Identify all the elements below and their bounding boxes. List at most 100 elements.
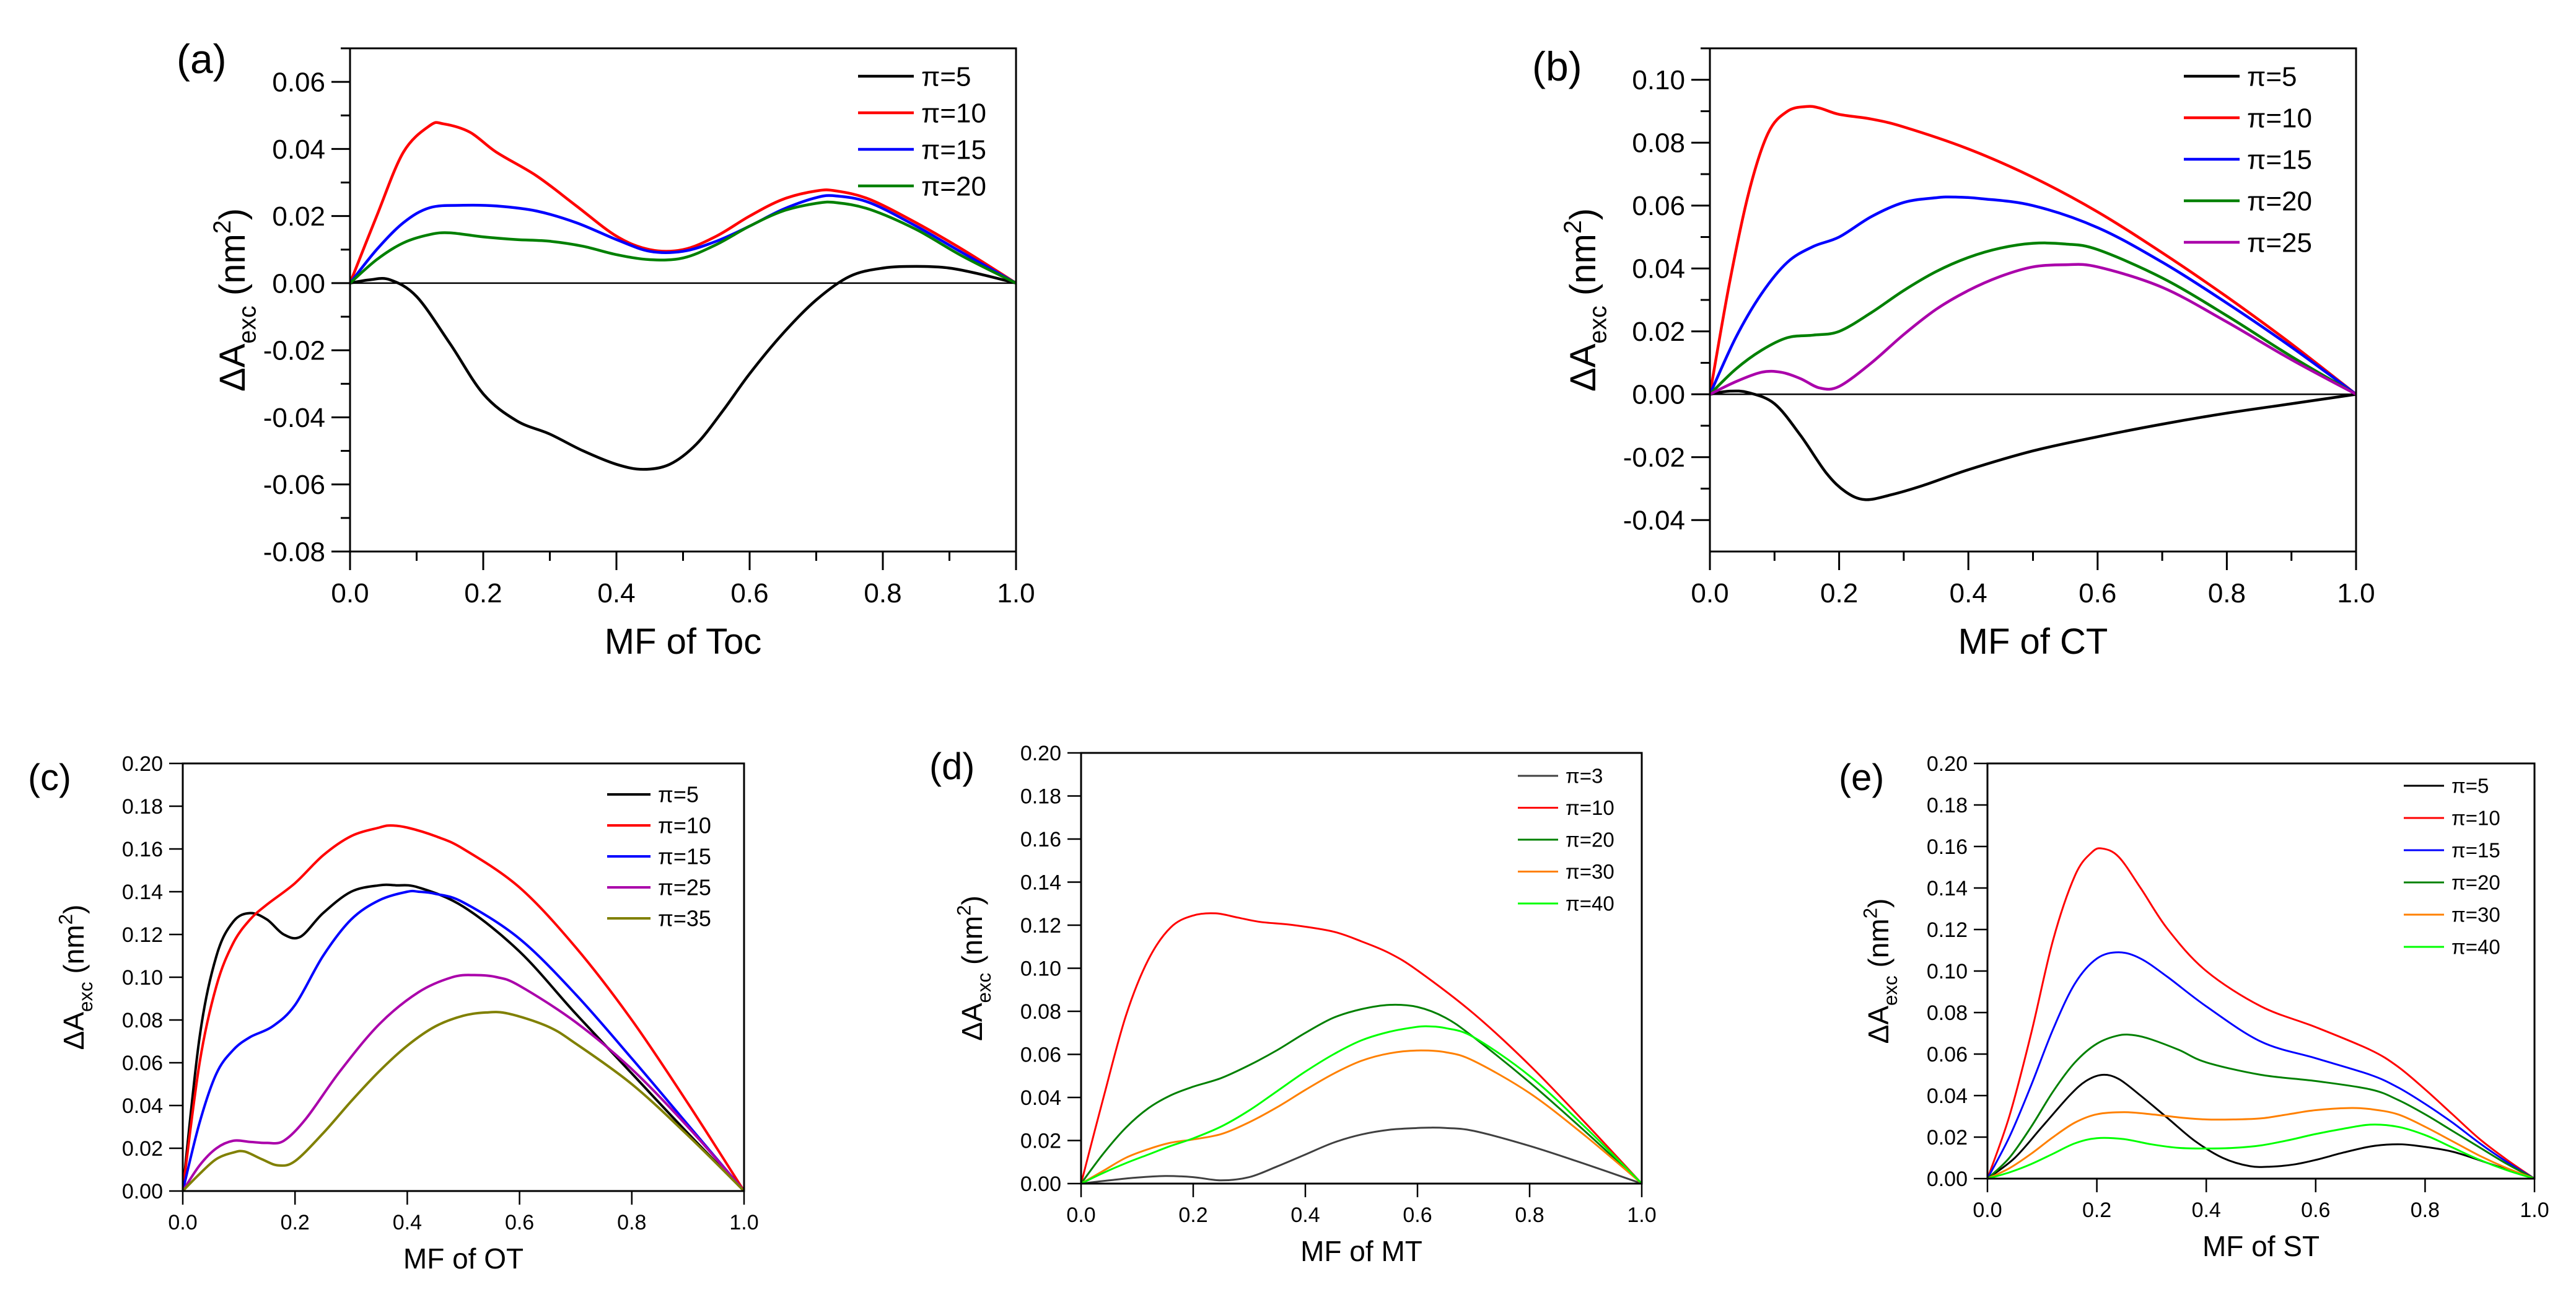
y-tick-label: 0.18 bbox=[1020, 785, 1061, 808]
panel-label: (b) bbox=[1532, 43, 1582, 89]
legend-label: π=20 bbox=[2247, 186, 2312, 216]
x-tick-label: 1.0 bbox=[729, 1211, 758, 1234]
y-axis-label-ylabel-unit-close: ) bbox=[58, 905, 90, 914]
y-tick-label: 0.00 bbox=[1927, 1167, 1968, 1191]
legend-label: π=30 bbox=[1566, 860, 1614, 883]
y-tick-label: 0.04 bbox=[122, 1094, 163, 1118]
panel-d: (d) 0.0 0.2 0.4 0.6 0.8 1.0 0.00 0.02 0.04 0.06 0.0… bbox=[929, 742, 1657, 1267]
legend-label: π=5 bbox=[658, 782, 699, 807]
y-tick-label: 0.10 bbox=[1927, 960, 1968, 983]
y-tick-label: -0.08 bbox=[263, 537, 325, 567]
x-tick-label: 0.6 bbox=[730, 578, 768, 609]
series-line-pi-20 bbox=[1987, 1034, 2534, 1179]
y-axis-label-ylabel-sub: exc bbox=[234, 306, 261, 343]
y-axis-label-ylabel-unit-close: ) bbox=[1563, 208, 1603, 220]
legend-label: π=20 bbox=[1566, 829, 1614, 851]
legend-label: π=15 bbox=[658, 844, 711, 869]
legend-label: π=5 bbox=[2247, 61, 2297, 92]
y-tick-label: 0.12 bbox=[1020, 914, 1061, 938]
series-line-pi-10 bbox=[350, 121, 1016, 285]
x-axis-label: MF of Toc bbox=[605, 622, 762, 662]
x-tick-label: 0.8 bbox=[1515, 1203, 1544, 1227]
y-tick-label: 0.02 bbox=[1927, 1126, 1968, 1150]
legend-label: π=25 bbox=[658, 875, 711, 900]
panel-a: (a) 0.0 0.2 0.4 0.6 0.8 1.0 -0.08 -0.06 -0.04 -0.0… bbox=[177, 36, 1035, 662]
y-axis-label: ΔAexc (nm2) bbox=[55, 905, 97, 1050]
series-line-pi-15 bbox=[350, 194, 1016, 285]
series-line-pi-5 bbox=[350, 265, 1016, 471]
y-axis-label-ylabel-sup: 2 bbox=[209, 220, 236, 234]
y-axis-label-ylabel-sup: 2 bbox=[953, 905, 975, 915]
y-tick-label: 0.04 bbox=[272, 134, 325, 165]
panel-label: (e) bbox=[1839, 757, 1884, 798]
y-tick-label: 0.04 bbox=[1020, 1086, 1061, 1110]
y-tick-label: 0.06 bbox=[272, 68, 325, 98]
x-tick-label: 0.8 bbox=[2208, 578, 2246, 609]
y-tick-label: -0.02 bbox=[1623, 442, 1685, 473]
y-tick-label: 0.18 bbox=[1927, 794, 1968, 817]
y-tick-label: 0.10 bbox=[1632, 65, 1685, 95]
x-tick-label: 0.6 bbox=[2079, 578, 2116, 609]
legend-label: π=20 bbox=[921, 171, 986, 201]
y-axis-label: ΔAexc (nm2) bbox=[953, 895, 995, 1041]
series-line-pi-35 bbox=[183, 1011, 744, 1191]
x-axis-label: MF of MT bbox=[1300, 1235, 1422, 1267]
y-tick-label: 0.12 bbox=[1927, 918, 1968, 942]
x-tick-label: 0.6 bbox=[1403, 1203, 1432, 1227]
series-line-pi-10 bbox=[183, 824, 744, 1191]
y-axis-label-ylabel-unit-close: ) bbox=[212, 208, 253, 220]
legend: π=5 π=10 π=15 π=20 bbox=[858, 61, 986, 201]
y-tick-label: 0.08 bbox=[1927, 1001, 1968, 1025]
x-tick-label: 1.0 bbox=[997, 578, 1035, 609]
series-line-pi-40 bbox=[1987, 1123, 2534, 1179]
y-axis-label-ylabel-sup: 2 bbox=[1559, 220, 1587, 234]
x-tick-label: 0.4 bbox=[393, 1211, 422, 1234]
series-group bbox=[1081, 912, 1642, 1184]
panel-b: (b) 0.0 0.2 0.4 0.6 0.8 1.0 -0.04 -0.02 0.00 0.02 0… bbox=[1532, 43, 2375, 662]
y-tick-label: 0.06 bbox=[1020, 1043, 1061, 1066]
legend-label: π=40 bbox=[1566, 892, 1614, 915]
legend-label: π=10 bbox=[2247, 103, 2312, 133]
x-tick-label: 0.2 bbox=[1820, 578, 1858, 609]
legend-label: π=35 bbox=[658, 906, 711, 931]
y-tick-label: 0.02 bbox=[1020, 1129, 1061, 1153]
y-tick-label: 0.08 bbox=[1632, 128, 1685, 159]
y-tick-label: 0.08 bbox=[1020, 1000, 1061, 1024]
y-tick-label: 0.00 bbox=[1632, 380, 1685, 410]
panel-label: (a) bbox=[177, 36, 227, 82]
y-axis-label-ylabel-unit-open: (nm bbox=[58, 925, 90, 982]
x-tick-label: 0.4 bbox=[2192, 1198, 2221, 1222]
x-tick-label: 0.0 bbox=[1973, 1198, 2002, 1222]
legend-label: π=5 bbox=[2451, 775, 2489, 798]
y-tick-label: 0.08 bbox=[122, 1009, 163, 1032]
y-tick-label: -0.06 bbox=[263, 470, 325, 500]
y-axis-label-ylabel-sub: exc bbox=[973, 973, 995, 1003]
y-tick-label: 0.10 bbox=[1020, 957, 1061, 980]
legend: π=5 π=10 π=15 π=20 π=25 bbox=[2184, 61, 2312, 258]
x-tick-label: 0.0 bbox=[1691, 578, 1728, 609]
y-axis-label-ylabel-unit-close: ) bbox=[956, 895, 988, 905]
y-tick-label: 0.14 bbox=[1927, 877, 1968, 900]
y-tick-label: 0.16 bbox=[122, 838, 163, 861]
y-axis-label-ylabel-unit-close: ) bbox=[1862, 899, 1895, 908]
legend-label: π=15 bbox=[921, 134, 986, 165]
x-tick-label: 0.2 bbox=[464, 578, 502, 609]
x-tick-label: 1.0 bbox=[2520, 1198, 2549, 1222]
x-tick-label: 0.8 bbox=[2411, 1198, 2440, 1222]
y-axis-label: ΔAexc (nm2) bbox=[1860, 899, 1901, 1044]
series-line-pi-20 bbox=[350, 200, 1016, 285]
panel-c: (c) 0.0 0.2 0.4 0.6 0.8 1.0 0.00 0.02 0.04 0.06 0.0… bbox=[28, 752, 759, 1275]
x-tick-label: 1.0 bbox=[1627, 1203, 1656, 1227]
x-tick-label: 0.0 bbox=[168, 1211, 197, 1234]
series-line-pi-25 bbox=[183, 974, 744, 1191]
y-axis-label-ylabel: ΔA bbox=[212, 343, 253, 392]
x-axis-label: MF of ST bbox=[2202, 1230, 2320, 1262]
y-axis-label-ylabel: ΔA bbox=[956, 1003, 988, 1041]
panel-label: (c) bbox=[28, 757, 71, 798]
y-tick-label: 0.16 bbox=[1020, 828, 1061, 851]
y-tick-label: 0.06 bbox=[1632, 191, 1685, 221]
legend-label: π=20 bbox=[2451, 871, 2500, 894]
panel-label: (d) bbox=[929, 745, 975, 787]
y-tick-label: 0.00 bbox=[122, 1180, 163, 1203]
